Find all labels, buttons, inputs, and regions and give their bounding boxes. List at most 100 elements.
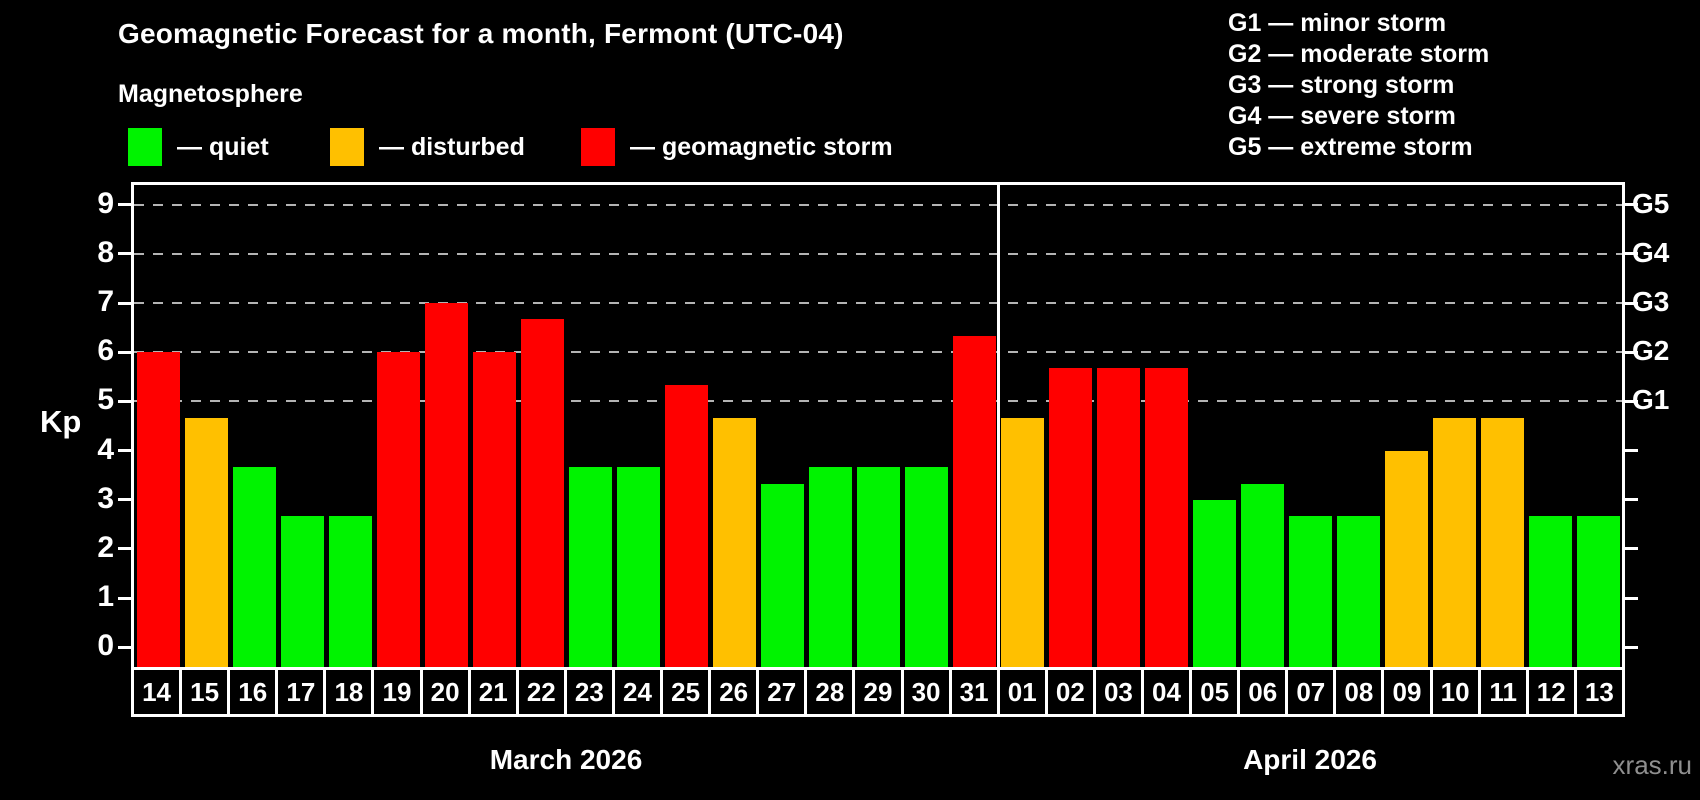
day-label-05: 05	[1192, 670, 1241, 714]
y-axis-label-8: 8	[97, 235, 114, 269]
y-axis-label-6: 6	[97, 334, 114, 368]
bar-march-18	[328, 516, 372, 667]
bar-march-15	[184, 417, 228, 667]
bar-april-04	[1144, 368, 1188, 667]
y-axis-label-7: 7	[97, 285, 114, 319]
right-axis-tick-2	[1625, 547, 1638, 551]
y-axis-label-5: 5	[97, 383, 114, 417]
bar-april-01	[1000, 417, 1044, 667]
y-axis-label-2: 2	[97, 530, 114, 564]
y-axis-tick-3	[118, 498, 131, 502]
day-label-24: 24	[615, 670, 664, 714]
day-label-08: 08	[1336, 670, 1385, 714]
bar-april-12	[1528, 516, 1572, 667]
y-axis-tick-8	[118, 252, 131, 256]
day-label-06: 06	[1240, 670, 1289, 714]
legend-item-quiet: — quiet	[128, 124, 269, 170]
day-label-26: 26	[711, 670, 760, 714]
right-axis-tick-1	[1625, 596, 1638, 600]
y-axis-label-0: 0	[97, 629, 114, 663]
right-axis-tick-7	[1625, 301, 1638, 305]
bar-april-13	[1576, 516, 1620, 667]
bar-march-22	[520, 319, 564, 667]
g-axis-label-g3: G3	[1632, 286, 1670, 318]
bar-march-30	[904, 466, 948, 667]
g-axis-label-g2: G2	[1632, 335, 1670, 367]
chart-title: Geomagnetic Forecast for a month, Fermon…	[118, 18, 844, 49]
right-axis-tick-5	[1625, 399, 1638, 403]
bar-march-19	[376, 352, 420, 667]
bar-march-25	[664, 385, 708, 667]
y-axis-label-9: 9	[97, 186, 114, 220]
legend-label-disturbed: — disturbed	[379, 132, 525, 161]
g-legend-line-g1: G1 — minor storm	[1228, 9, 1447, 37]
bar-march-27	[760, 483, 804, 667]
gridline-kp6	[134, 351, 1622, 354]
day-label-09: 09	[1384, 670, 1433, 714]
day-label-01: 01	[1000, 670, 1048, 714]
disturbed-color-swatch	[330, 128, 364, 166]
gridline-kp9	[134, 203, 1622, 206]
day-label-28: 28	[807, 670, 856, 714]
day-label-21: 21	[471, 670, 519, 714]
y-axis-tick-2	[118, 547, 131, 551]
g-axis-label-g4: G4	[1632, 236, 1670, 268]
legend-label-quiet: — quiet	[177, 132, 269, 161]
plot-area: 0 1 2 3 4 5 6 7 8 9 G1 G2 G3 G4 G5	[97, 182, 1669, 667]
bar-march-16	[232, 466, 276, 667]
chart-subtitle: Magnetosphere	[118, 80, 303, 108]
right-axis-tick-8	[1625, 252, 1638, 256]
right-axis-tick-4	[1625, 449, 1638, 453]
y-axis-tick-4	[118, 449, 131, 453]
g-scale-legend: G1 — minor storm G2 — moderate storm G3 …	[1228, 8, 1489, 163]
day-label-16: 16	[230, 670, 279, 714]
y-axis-label-1: 1	[97, 580, 114, 614]
g-axis-label-g1: G1	[1632, 384, 1670, 416]
day-label-30: 30	[904, 670, 952, 714]
watermark: xras.ru	[1612, 750, 1692, 780]
day-label-15: 15	[182, 670, 231, 714]
month-label: April 2026	[1243, 744, 1377, 775]
day-label-19: 19	[374, 670, 423, 714]
g-legend-line-g2: G2 — moderate storm	[1228, 40, 1490, 68]
g-legend-line-g4: G4 — severe storm	[1228, 102, 1456, 130]
day-label-22: 22	[519, 670, 567, 714]
bar-march-28	[808, 466, 852, 667]
bar-march-31	[952, 335, 996, 667]
g-axis-label-g5: G5	[1632, 187, 1670, 219]
bar-april-07	[1288, 516, 1332, 667]
right-axis-tick-6	[1625, 350, 1638, 354]
right-axis-tick-9	[1625, 203, 1638, 207]
day-label-13: 13	[1584, 677, 1614, 707]
bar-march-23	[568, 466, 612, 667]
bar-march-17	[280, 516, 324, 667]
y-axis-tick-5	[118, 399, 131, 403]
day-label-10: 10	[1433, 670, 1481, 714]
y-axis-title: Kp	[40, 404, 82, 439]
day-label-25: 25	[663, 670, 712, 714]
day-label-31: 31	[952, 670, 1000, 714]
day-label-17: 17	[278, 670, 327, 714]
legend-label-storm: — geomagnetic storm	[630, 132, 893, 161]
month-separator	[996, 185, 1000, 667]
y-axis-tick-7	[118, 301, 131, 305]
bar-march-29	[856, 466, 900, 667]
g-legend-line-g5: G5 — extreme storm	[1228, 133, 1473, 161]
day-label-23: 23	[567, 670, 615, 714]
storm-color-swatch	[581, 128, 615, 166]
bar-april-03	[1096, 368, 1140, 667]
right-axis-tick-0	[1625, 645, 1638, 649]
bar-march-20	[424, 303, 468, 667]
legend-item-storm: — geomagnetic storm	[581, 124, 893, 170]
legend-item-disturbed: — disturbed	[330, 124, 525, 170]
right-axis-tick-3	[1625, 498, 1638, 502]
g-legend-line-g3: G3 — strong storm	[1228, 71, 1455, 99]
bar-march-21	[472, 352, 516, 667]
day-label-14: 14	[134, 670, 183, 714]
day-label-20: 20	[423, 670, 471, 714]
y-axis-tick-1	[118, 596, 131, 600]
bar-april-10	[1432, 417, 1476, 667]
bar-april-09	[1384, 450, 1428, 667]
day-label-04: 04	[1144, 670, 1193, 714]
gridline-kp5	[134, 400, 1622, 403]
